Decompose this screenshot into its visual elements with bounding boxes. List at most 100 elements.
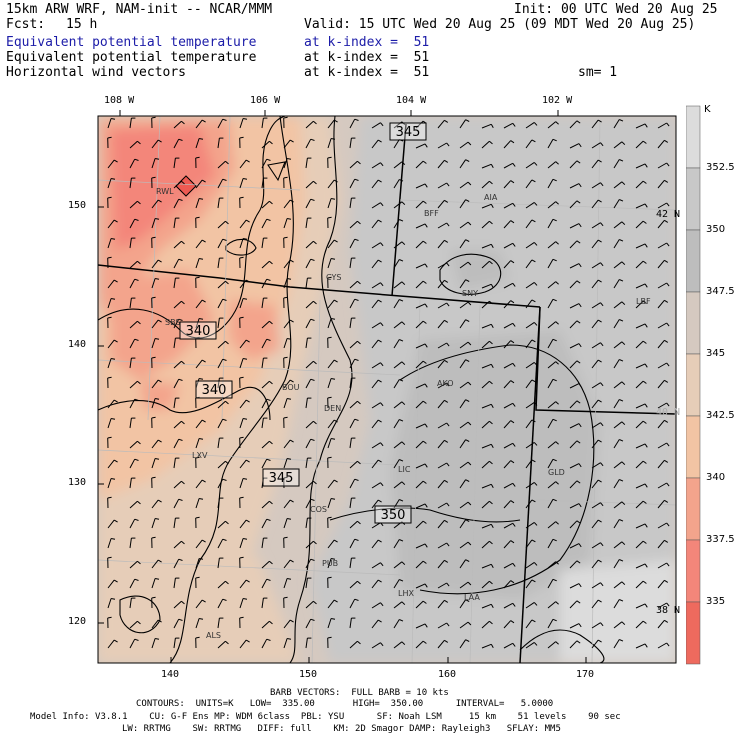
wind-barb-flag [313,180,317,185]
wind-barb-flag [533,122,538,126]
wind-barb [107,478,112,489]
wind-barb-flag [181,300,185,305]
wind-barb-flag [377,459,382,463]
wind-barb-flag [266,578,271,581]
wind-barb [657,442,667,449]
station-label: LHX [398,589,414,598]
wind-barb [173,420,182,429]
wind-barb [569,343,580,349]
wind-barb-flag [243,538,248,540]
wind-barb-flag [576,120,581,124]
wind-barb-flag [310,138,315,141]
wind-barb [415,423,426,429]
wind-barb-flag [380,402,384,407]
wind-barb [173,218,176,229]
wind-barb [371,619,379,629]
wind-barb [481,300,490,309]
wind-barb [547,601,557,609]
wind-barb-flag [446,182,450,187]
wind-barb-flag [642,340,647,344]
wind-barb [151,458,156,469]
wind-barb-flag [111,358,116,360]
wind-barb-flag [225,400,229,405]
wind-barb-flag [380,362,384,367]
wind-barb-flag [533,522,538,526]
wind-barb-flag [578,383,582,388]
wind-barb [569,440,578,449]
wind-barb-flag [510,500,515,504]
wind-barb-flag [621,301,626,305]
contour-label: 345 [396,125,421,140]
wind-barb-flag [401,201,406,205]
wind-barb-flag [444,519,449,523]
wind-barb-flag [533,362,538,366]
wind-barb [569,383,580,389]
wind-barb-flag [310,378,315,381]
wind-barb-flag [422,240,427,244]
wind-barb [305,198,312,209]
wind-barb-flag [245,159,250,163]
wind-barb [393,481,403,489]
wind-barb-flag [619,119,624,122]
wind-barb-flag [666,642,670,647]
wind-barb [371,539,379,549]
wind-barb [657,322,667,329]
wind-barb-flag [642,380,647,384]
wind-barb [657,539,665,549]
wind-barb-flag [666,162,670,167]
wind-barb-flag [151,176,156,179]
wind-barb [371,362,381,369]
wind-barb [569,400,578,409]
colorbar-swatch [686,477,701,541]
contour-label: 340 [202,383,227,398]
wind-barb [437,142,447,149]
wind-barb [327,119,335,129]
wind-barb [415,583,426,589]
wind-barb-flag [446,622,450,627]
wind-barb [173,518,176,529]
wind-barb [437,342,447,349]
wind-barb [371,282,381,289]
wind-barb [283,278,288,289]
wind-barb-flag [510,380,515,384]
wind-barb [437,559,445,569]
wind-barb-flag [644,323,648,328]
wind-barb-flag [644,203,648,208]
wind-barb-flag [134,638,139,641]
contour-label-box [179,321,217,340]
wind-barb-flag [467,421,472,426]
wind-barb [261,620,270,629]
wind-barb [261,418,264,429]
wind-barb [481,603,492,609]
wind-barb [569,543,580,549]
wind-barb-flag [155,518,160,520]
wind-barb-flag [243,238,248,240]
wind-barb-flag [111,178,116,180]
wind-barb [503,620,512,629]
wind-barb [349,160,358,169]
wind-barb [261,278,268,289]
wind-barb [107,178,112,189]
wind-barb [173,258,180,269]
wind-barb [129,518,136,529]
wind-barb [217,558,220,569]
station-label: AKO [437,379,454,388]
wind-barb-flag [576,440,581,444]
wind-barb [635,523,646,529]
wind-barb [393,139,400,149]
wind-barb-flag [401,321,406,325]
wind-barb-flag [380,282,384,287]
wind-barb [525,241,535,249]
wind-barb-flag [578,463,582,468]
wind-barb-flag [239,556,244,559]
wind-barb [239,579,247,589]
wind-barb-flag [644,123,648,128]
field-2-name: Equivalent potential temperature [6,50,257,65]
wind-barb-flag [331,378,336,380]
wind-barb [349,198,352,209]
wind-barb [415,143,426,149]
wind-barb [503,540,512,549]
wind-barb [283,319,291,329]
wind-barb [327,599,335,609]
wind-barb-flag [619,159,624,162]
